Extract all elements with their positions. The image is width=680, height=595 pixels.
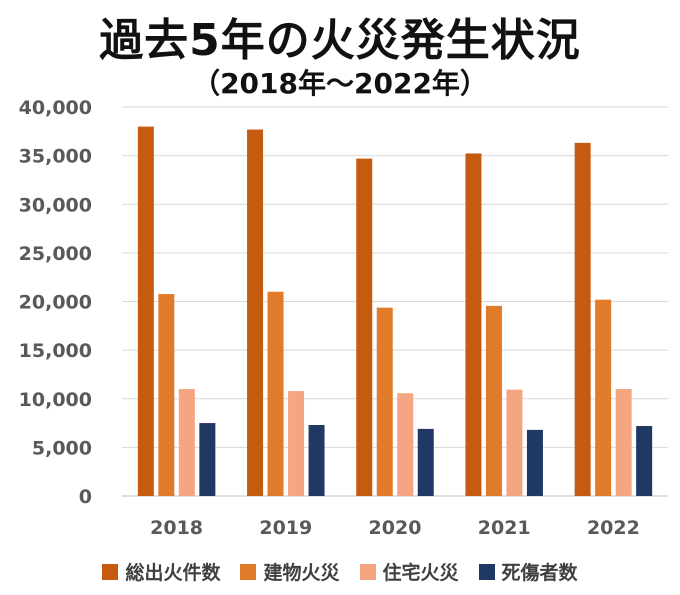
bar <box>267 291 284 496</box>
bar <box>595 299 612 496</box>
y-tick-label: 35,000 <box>19 146 92 168</box>
legend-item: 死傷者数 <box>478 558 578 585</box>
bar <box>636 425 653 496</box>
bar <box>247 129 264 496</box>
legend-swatch <box>359 563 376 580</box>
y-tick-label: 20,000 <box>19 292 92 314</box>
bar <box>615 389 632 496</box>
legend-swatch <box>478 563 495 580</box>
legend-label: 住宅火災 <box>382 562 459 584</box>
bar <box>506 389 523 496</box>
bar <box>199 423 216 496</box>
chart-title: 過去5年の火災発生状況 <box>99 15 581 66</box>
bar <box>376 307 393 496</box>
bar <box>288 391 305 496</box>
y-tick-label: 30,000 <box>19 194 92 216</box>
bar <box>465 153 482 496</box>
legend-swatch <box>240 563 257 580</box>
legend: 総出火件数 建物火災 住宅火災 死傷者数 <box>0 558 680 585</box>
y-tick-label: 40,000 <box>19 97 92 119</box>
bar <box>158 294 175 496</box>
chart-subtitle: （2018年～2022年） <box>192 67 488 100</box>
x-tick-label: 2022 <box>587 517 640 539</box>
bar <box>485 305 502 496</box>
legend-label: 総出火件数 <box>125 562 221 584</box>
y-tick-label: 10,000 <box>19 389 92 411</box>
bar <box>308 425 325 496</box>
y-tick-label: 5,000 <box>32 437 92 459</box>
bar <box>356 158 373 497</box>
y-tick-label: 0 <box>79 486 92 508</box>
bar <box>574 142 591 496</box>
x-tick-label: 2018 <box>150 517 203 539</box>
legend-label: 死傷者数 <box>501 562 578 584</box>
x-tick-label: 2019 <box>259 517 312 539</box>
legend-label: 建物火災 <box>263 562 340 584</box>
bar <box>397 393 414 496</box>
y-tick-label: 25,000 <box>19 243 92 265</box>
bar <box>417 428 434 496</box>
bar <box>178 389 195 496</box>
bar <box>137 126 154 497</box>
legend-item: 住宅火災 <box>359 558 459 585</box>
x-tick-label: 2020 <box>369 517 422 539</box>
legend-swatch <box>102 563 119 580</box>
y-tick-label: 15,000 <box>19 340 92 362</box>
bar-chart: 0 5,000 10,000 15,000 20,000 25,000 30,000 35,0… <box>19 97 668 539</box>
legend-item: 総出火件数 <box>102 558 220 585</box>
bar <box>526 429 543 496</box>
x-tick-label: 2021 <box>478 517 531 539</box>
legend-item: 建物火災 <box>240 558 340 585</box>
